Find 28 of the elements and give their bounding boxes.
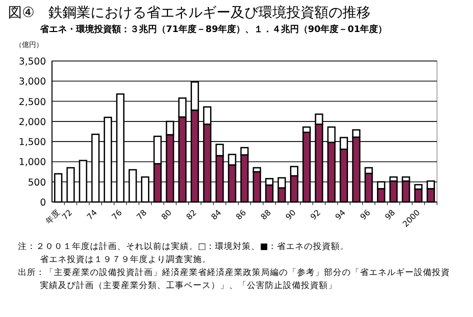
y-tick-label: 3,000 [18,76,46,88]
x-tick-label: 78 [134,208,149,222]
x-tick-label: 92 [308,208,322,222]
x-tick-label: 94 [334,208,348,222]
x-tick-label: 84 [210,208,224,222]
x-tick-label: 80 [160,208,174,222]
y-tick-label: 1,500 [18,137,46,148]
x-tick-label: 76 [110,208,124,222]
y-tick-label: 2,500 [18,96,46,108]
x-tick-label: 88 [259,208,273,222]
chart-title: 図④ 鉄鋼業における省エネルギー及び環境投資額の推移 [8,5,371,21]
x-tick-label: 年度 [44,208,62,226]
text: 省エネ投資は１９７９年度より調査実施。 [40,254,211,265]
y-tick-label: 1,000 [18,157,46,168]
x-tick-label: 96 [358,208,372,222]
y-tick-label: 500 [28,177,46,188]
y-tick-label: 2,000 [18,116,46,128]
y-tick-label: 3,500 [18,56,46,68]
text: 出所：「主要産業の設備投資計画」経済産業省経済産業政策局編の「参考」部分の「省エネルギー設備投資実績及び計画（主要産業分類、工事ベース）」、「公害防止設備投資額」 [18,267,450,291]
x-tick-label: 90 [284,208,298,222]
x-tick-label: 72 [60,208,74,222]
x-tick-label: 82 [184,208,198,222]
x-tick-label: 86 [234,208,248,222]
x-tick-label: 74 [85,208,99,222]
text: 注：２００１年度は計画、それ以前は実績。□：環境対策、■：省エネの投資額。 [18,241,350,252]
y-tick-label: 0 [40,198,46,208]
chart-subtitle: 省エネ・環境投資額：３兆円（71年度－89年度）、１．４兆円（90年度－01年度） [39,24,388,35]
x-tick-label: 98 [383,208,397,222]
